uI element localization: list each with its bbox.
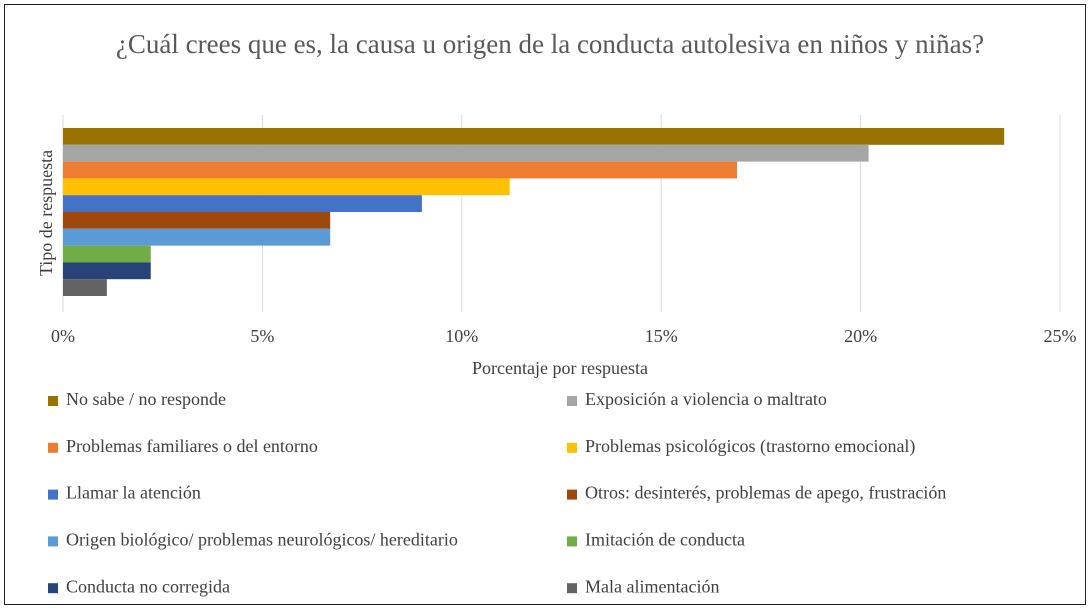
legend-label: Llamar la atención	[66, 483, 201, 503]
bar	[63, 144, 869, 162]
x-tick-label: 0%	[51, 326, 75, 346]
legend-label: Problemas familiares o del entorno	[66, 436, 318, 456]
bar	[63, 279, 107, 296]
chart-title: ¿Cuál crees que es, la causa u origen de…	[115, 29, 985, 59]
bar	[63, 245, 151, 263]
legend-swatch	[567, 442, 577, 453]
bar	[63, 262, 151, 280]
x-tick-label: 10%	[445, 326, 478, 346]
legend-label: Imitación de conducta	[585, 530, 745, 550]
y-axis-label: Tipo de respuesta	[36, 150, 56, 276]
legend-swatch	[48, 536, 58, 547]
x-tick-label: 25%	[1044, 326, 1077, 346]
legend-label: Otros: desinterés, problemas de apego, f…	[585, 483, 946, 503]
x-axis-label: Porcentaje por respuesta	[472, 358, 648, 378]
bar	[63, 161, 737, 179]
bar	[63, 195, 422, 212]
bar	[63, 212, 331, 229]
chart-frame	[4, 4, 1086, 605]
legend-swatch	[48, 396, 58, 406]
bar	[63, 228, 331, 246]
legend-swatch	[567, 583, 577, 594]
bar	[63, 128, 1005, 145]
legend-swatch	[567, 536, 577, 547]
legend-swatch	[48, 489, 58, 500]
legend-label: Conducta no corregida	[66, 576, 230, 596]
legend-label: Mala alimentación	[585, 576, 719, 596]
legend-label: Problemas psicológicos (trastorno emocio…	[585, 436, 915, 457]
legend-label: No sabe / no responde	[66, 389, 226, 409]
bar	[63, 178, 510, 196]
legend-swatch	[567, 489, 577, 500]
x-tick-label: 5%	[250, 326, 274, 346]
x-tick-label: 15%	[645, 326, 678, 346]
legend-label: Exposición a violencia o maltrato	[585, 389, 827, 409]
x-tick-label: 20%	[844, 326, 877, 346]
legend-label: Origen biológico/ problemas neurológicos…	[66, 530, 458, 550]
legend-swatch	[48, 442, 58, 453]
legend-swatch	[567, 396, 577, 406]
legend-swatch	[48, 583, 58, 594]
